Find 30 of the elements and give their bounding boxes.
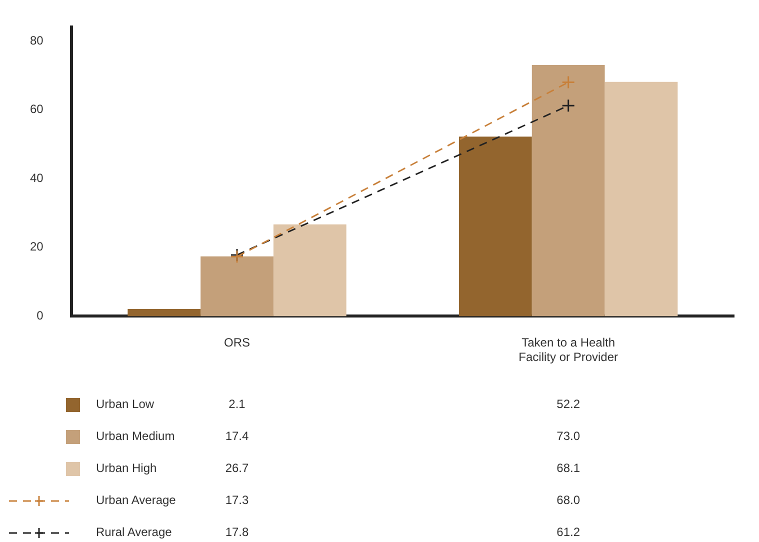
data-label: 26.7 [225, 461, 249, 475]
data-label: 2.1 [228, 397, 246, 411]
y-tick-label: 80 [30, 33, 44, 48]
x-tick-label: ORS [224, 336, 250, 350]
point [562, 98, 576, 112]
bar [200, 256, 274, 316]
y-tick-label: 20 [30, 240, 44, 254]
legend-label: Urban High [96, 461, 157, 475]
data-label: 73.0 [556, 429, 580, 443]
data-label: 68.0 [556, 493, 580, 507]
bar [273, 224, 346, 316]
x-tick-label: Taken to a Health Facility or Provider [518, 336, 618, 364]
bar [532, 65, 605, 316]
y-tick-label: 0 [36, 308, 44, 323]
data-label: 68.1 [556, 461, 580, 475]
data-label: 17.4 [225, 429, 249, 443]
legend-label: Urban Medium [96, 429, 175, 443]
data-label: 52.2 [556, 397, 580, 411]
legend-label: Rural Average [96, 525, 172, 539]
bar [604, 82, 678, 316]
point [562, 76, 576, 89]
data-label: 61.2 [556, 525, 580, 539]
legend-label: Urban Average [96, 493, 176, 507]
y-tick-label: 60 [30, 102, 44, 116]
data-label: 17.3 [225, 493, 249, 507]
bar [459, 136, 532, 316]
y-tick-label: 40 [30, 170, 44, 185]
legend-label: Urban Low [96, 397, 154, 411]
bar [128, 308, 201, 316]
data-label: 17.8 [225, 525, 249, 539]
